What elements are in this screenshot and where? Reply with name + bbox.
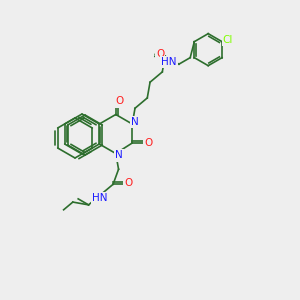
Text: N: N (115, 151, 123, 160)
Text: HN: HN (92, 193, 108, 202)
Text: HN: HN (161, 57, 177, 67)
Text: O: O (144, 138, 152, 148)
Text: Cl: Cl (223, 35, 233, 45)
Text: O: O (124, 178, 132, 188)
Text: N: N (131, 117, 139, 127)
Text: O: O (156, 50, 164, 59)
Text: O: O (116, 97, 124, 106)
